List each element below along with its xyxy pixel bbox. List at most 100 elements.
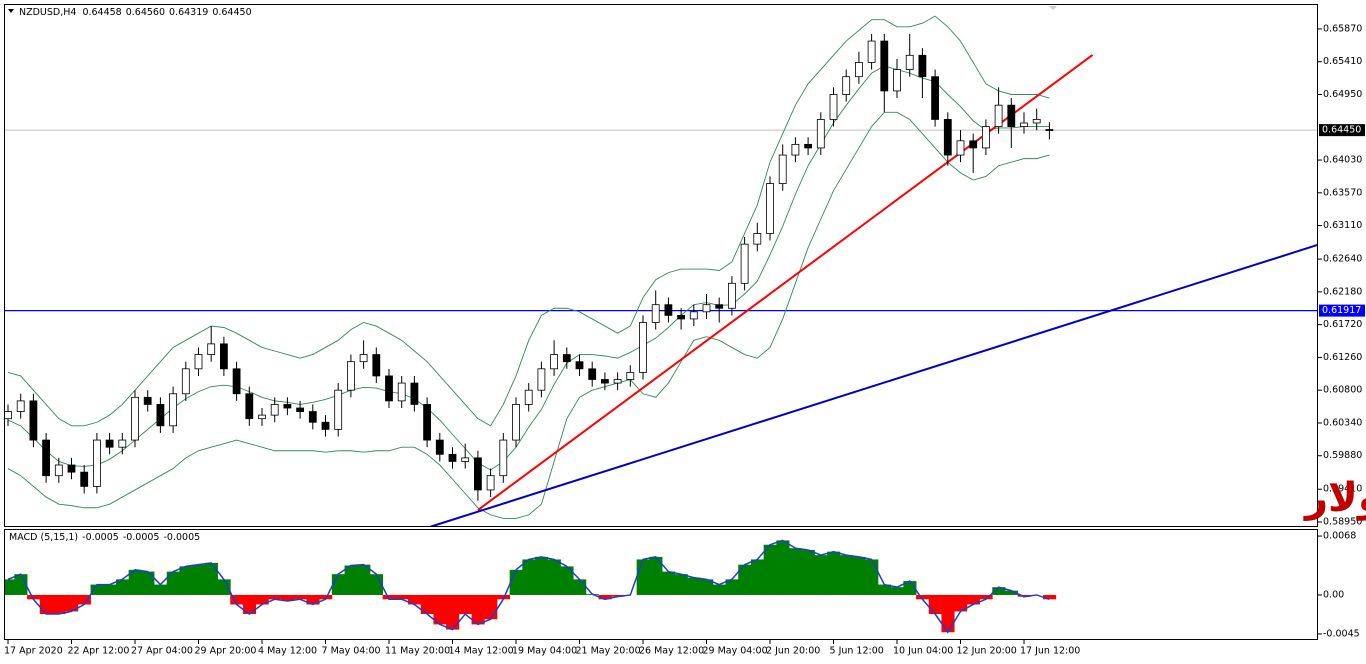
macd-bar	[115, 579, 130, 595]
bollinger-lower	[7, 111, 1050, 519]
macd-bar	[941, 594, 955, 633]
candle-body	[308, 411, 317, 423]
macd-readout: -0.0005	[82, 532, 119, 543]
candle-body	[207, 343, 216, 355]
candle-body	[169, 393, 178, 427]
candle-body	[1020, 122, 1028, 127]
y-tick-label: 0.60800	[1323, 385, 1362, 396]
macd-bar	[103, 584, 117, 595]
open-readout: 0.64458	[82, 7, 121, 18]
macd-bar	[738, 564, 752, 595]
macd-bar	[1017, 594, 1031, 597]
macd-bar	[369, 574, 384, 595]
candle-body	[639, 322, 647, 373]
candle-body	[956, 140, 965, 156]
macd-bar	[128, 569, 142, 595]
macd-bar	[776, 540, 790, 595]
candle-body	[1045, 129, 1054, 131]
macd-readout: -0.0005	[123, 532, 160, 543]
macd-bar	[141, 571, 155, 595]
macd-bar	[268, 594, 282, 600]
bollinger-middle	[7, 65, 1050, 471]
x-tick-label: 11 May 20:00	[385, 646, 450, 657]
candle-body	[67, 464, 76, 473]
macd-frame	[4, 529, 1318, 640]
low-readout: 0.64319	[169, 7, 208, 18]
macd-bar	[331, 574, 345, 595]
macd-bar	[954, 594, 968, 612]
y-tick-label: 0.64030	[1323, 155, 1362, 166]
x-tick-label: 5 Jun 12:00	[830, 646, 884, 657]
candle-body	[435, 439, 444, 455]
y-tick-label: 0.65870	[1323, 23, 1362, 34]
candle-body	[601, 379, 609, 384]
candle-body	[550, 354, 558, 370]
candle-body	[943, 119, 952, 156]
candle-body	[512, 404, 520, 441]
candle-body	[740, 243, 749, 284]
candle-body	[880, 40, 889, 92]
candle-body	[613, 379, 622, 384]
candle-body	[397, 382, 406, 402]
x-tick-label: 19 May 04:00	[512, 646, 577, 657]
y-tick-label: 0.63110	[1323, 220, 1362, 231]
candle-body	[524, 389, 533, 405]
macd-bar	[763, 544, 777, 595]
macd-bar	[433, 594, 447, 625]
candle-body	[296, 407, 305, 412]
macd-bar	[992, 587, 1006, 595]
candle-body	[1032, 119, 1041, 124]
macd-bar	[420, 594, 434, 615]
macd-bar	[560, 566, 574, 595]
y-tick-label: 0.62180	[1323, 286, 1362, 297]
macd-bar	[1004, 590, 1019, 595]
x-tick-label: 29 Apr 20:00	[195, 646, 257, 657]
candle-body	[385, 375, 393, 402]
candle-body	[994, 104, 1003, 127]
y-tick-label: 0.64950	[1323, 89, 1362, 100]
candle-body	[334, 389, 343, 430]
macd-bar	[166, 571, 180, 595]
candle-body	[283, 404, 292, 409]
macd-bar	[357, 564, 371, 595]
candle-body	[232, 368, 241, 395]
y-tick-label: 0.65410	[1323, 56, 1362, 67]
macd-bar	[928, 594, 942, 615]
macd-bar	[281, 594, 295, 602]
level-box	[1319, 304, 1365, 317]
macd-bar	[966, 594, 980, 605]
macd-bar	[852, 556, 866, 595]
macd-bar	[547, 559, 561, 595]
macd-bar	[890, 587, 904, 595]
level-label: 0.61917	[1322, 305, 1361, 316]
candle-body	[1007, 104, 1016, 127]
macd-plot	[4, 539, 1057, 634]
candle-body	[867, 40, 876, 63]
y-tick-label: 0.0068	[1323, 531, 1356, 542]
x-tick-label: 7 May 04:00	[322, 646, 381, 657]
candle-body	[118, 439, 127, 448]
candle-body	[918, 54, 927, 78]
macd-bar	[598, 594, 612, 600]
candle-body	[499, 439, 508, 477]
y-tick-label: 0.61260	[1323, 352, 1362, 363]
y-tick-label: 0.61720	[1323, 319, 1362, 330]
macd-bar	[522, 559, 536, 595]
macd-bar	[65, 594, 79, 612]
candle-body	[93, 439, 101, 487]
macd-bar	[687, 577, 701, 595]
y-tick-label: 0.58950	[1323, 517, 1362, 528]
menu-arrow[interactable]	[8, 9, 14, 13]
x-tick-label: 2 Jun 20:00	[766, 646, 820, 657]
candle-body	[42, 439, 50, 477]
y-tick-label: 0.59880	[1323, 450, 1362, 461]
candle-body	[905, 54, 914, 70]
candle-body	[219, 343, 228, 370]
trendline	[429, 244, 1318, 527]
main-plot	[4, 15, 1318, 527]
candle-body	[4, 411, 12, 420]
macd-bar	[408, 594, 422, 605]
symbol: NZDUSD,H4	[19, 7, 76, 18]
macd-outline	[7, 539, 1050, 634]
macd-bar	[573, 579, 587, 595]
